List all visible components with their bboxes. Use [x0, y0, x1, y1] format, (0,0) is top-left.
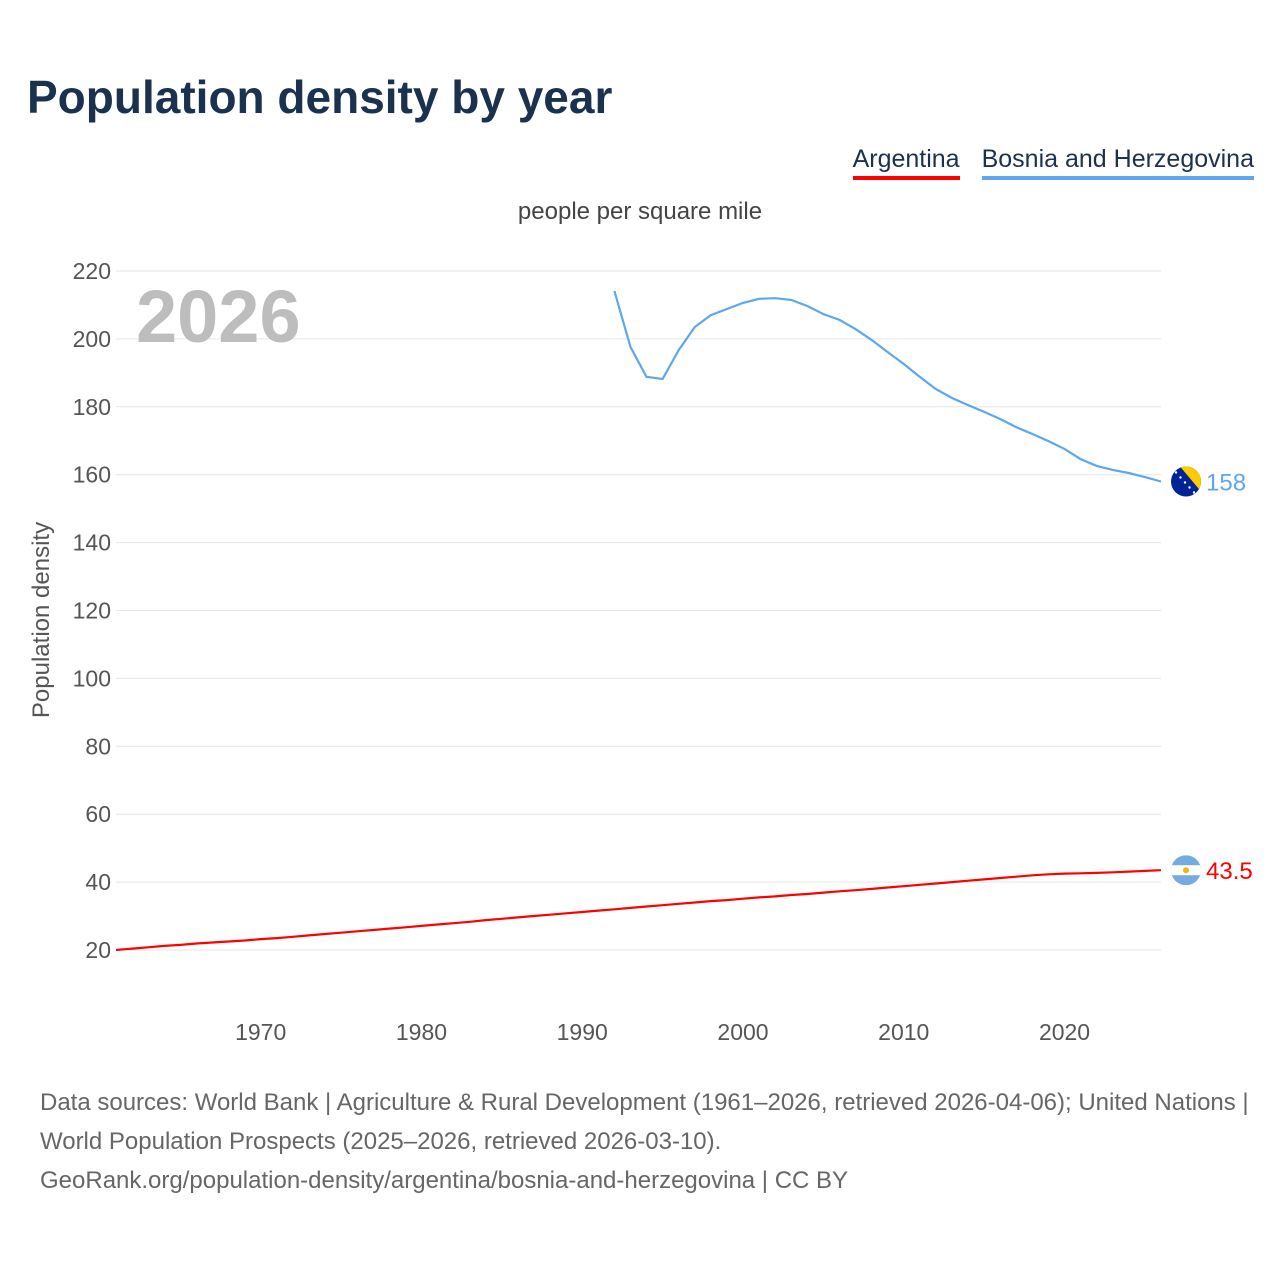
- legend-item-bosnia[interactable]: Bosnia and Herzegovina: [981, 145, 1254, 180]
- data-sources: Data sources: World Bank | Agriculture &…: [40, 1089, 1249, 1155]
- year-indicator: 2026: [136, 275, 301, 358]
- y-tick-label: 160: [73, 462, 111, 488]
- y-tick-label: 120: [73, 598, 111, 624]
- legend: Argentina Bosnia and Herzegovina: [852, 145, 1254, 180]
- legend-item-argentina[interactable]: Argentina: [852, 145, 960, 180]
- bosnia-flag-icon: [1171, 466, 1201, 497]
- series-line-argentina: [115, 869, 1162, 952]
- y-tick-label: 60: [85, 801, 111, 827]
- y-tick-label: 40: [85, 869, 111, 895]
- y-tick-label: 180: [73, 394, 111, 420]
- chart-subtitle: people per square mile: [517, 198, 763, 225]
- series-line-bosnia: [613, 290, 1162, 483]
- x-tick-label: 2000: [717, 1019, 768, 1045]
- y-tick-label: 80: [85, 733, 111, 759]
- x-tick-label: 2020: [1039, 1019, 1090, 1045]
- y-tick-label: 20: [85, 937, 111, 963]
- plot-area: 20 40 60 80 100 120 140 160 180 200 220 1970 1980 199…: [73, 258, 1253, 1045]
- x-tick-label: 1980: [396, 1019, 447, 1045]
- footer: Data sources: World Bank | Agriculture &…: [40, 1083, 1250, 1200]
- y-tick-label: 140: [73, 530, 111, 556]
- argentina-flag-icon: [1171, 855, 1201, 886]
- end-value-label: 43.5: [1206, 858, 1253, 885]
- chart-title: Population density by year: [27, 71, 613, 123]
- end-value-label: 158: [1206, 469, 1246, 496]
- source-link[interactable]: GeoRank.org/population-density/argentina…: [40, 1167, 849, 1194]
- x-tick-label: 1990: [557, 1019, 608, 1045]
- y-tick-label: 200: [73, 326, 111, 352]
- x-tick-label: 1970: [235, 1019, 286, 1045]
- y-tick-label: 100: [73, 665, 111, 691]
- y-tick-label: 220: [73, 258, 111, 284]
- x-tick-label: 2010: [878, 1019, 929, 1045]
